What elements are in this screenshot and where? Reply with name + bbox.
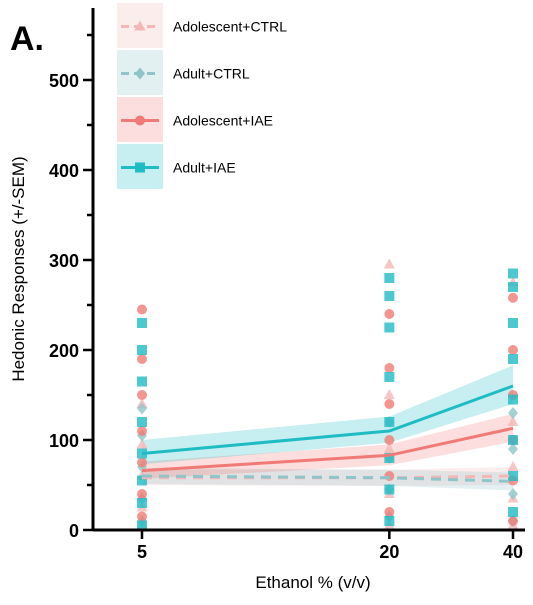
y-axis-label: Hedonic Responses (+/-SEM) — [9, 156, 28, 381]
y-tick-label: 300 — [49, 251, 79, 271]
y-tick-label: 200 — [49, 341, 79, 361]
data-point — [383, 258, 395, 269]
data-point — [384, 399, 395, 409]
data-point — [508, 354, 518, 364]
data-point — [137, 498, 147, 508]
data-point — [508, 292, 518, 303]
data-point — [137, 489, 147, 499]
data-point — [384, 291, 395, 301]
data-point — [508, 407, 518, 419]
data-point — [137, 402, 147, 415]
x-tick-label: 20 — [379, 542, 399, 562]
data-point — [137, 475, 147, 486]
y-tick-label: 500 — [49, 71, 79, 91]
data-point — [384, 363, 395, 373]
confidence-band-2 — [142, 413, 513, 479]
data-point — [508, 471, 518, 481]
x-tick-label: 5 — [137, 542, 147, 562]
data-point — [384, 417, 395, 427]
legend-label: Adolescent+CTRL — [173, 19, 287, 35]
y-tick-label: 400 — [49, 161, 79, 181]
legend-marker-2 — [135, 115, 145, 126]
data-point — [137, 354, 147, 364]
data-point — [384, 309, 395, 319]
data-point — [384, 453, 395, 463]
data-point — [384, 322, 395, 333]
x-tick-label: 40 — [503, 542, 523, 562]
data-point — [508, 435, 518, 445]
data-point — [384, 484, 395, 495]
fit-line-2 — [141, 426, 514, 473]
panel-label: A. — [10, 20, 44, 58]
data-point — [137, 376, 147, 387]
data-point — [384, 273, 395, 283]
x-axis-label: Ethanol % (v/v) — [255, 573, 370, 592]
legend-label: Adolescent+IAE — [173, 113, 273, 129]
data-point — [508, 345, 518, 355]
data-point — [137, 520, 147, 531]
data-point — [137, 345, 147, 355]
data-point — [508, 488, 518, 500]
fit-line-3 — [141, 384, 514, 455]
data-point — [508, 282, 518, 292]
data-point — [137, 426, 147, 436]
data-point — [383, 443, 395, 453]
data-point — [137, 417, 147, 427]
fit-line-1 — [141, 474, 514, 483]
data-point — [137, 457, 147, 468]
legend-marker-0 — [134, 20, 146, 31]
data-point — [384, 435, 395, 445]
data-point — [508, 318, 518, 328]
data-point — [507, 416, 519, 426]
legend-marker-3 — [135, 162, 145, 173]
data-point — [384, 372, 395, 382]
data-point — [508, 443, 518, 455]
legend-marker-1 — [135, 67, 145, 80]
confidence-band-3 — [142, 365, 513, 465]
data-point — [508, 516, 518, 526]
data-point — [507, 461, 519, 471]
data-point — [384, 516, 395, 526]
data-point — [384, 507, 395, 517]
y-tick-label: 100 — [49, 431, 79, 451]
confidence-band-0 — [142, 467, 513, 486]
data-point — [508, 507, 518, 517]
data-point — [136, 438, 148, 449]
data-point — [137, 304, 147, 315]
data-point — [508, 394, 518, 405]
data-point — [384, 471, 395, 481]
data-point — [137, 318, 147, 328]
data-point — [383, 389, 395, 399]
data-point — [137, 390, 147, 400]
y-tick-label: 0 — [69, 521, 79, 541]
data-point — [137, 511, 147, 522]
data-point — [508, 268, 518, 279]
confidence-band-1 — [142, 467, 513, 491]
legend-label: Adult+IAE — [173, 160, 236, 176]
legend-label: Adult+CTRL — [173, 66, 250, 82]
